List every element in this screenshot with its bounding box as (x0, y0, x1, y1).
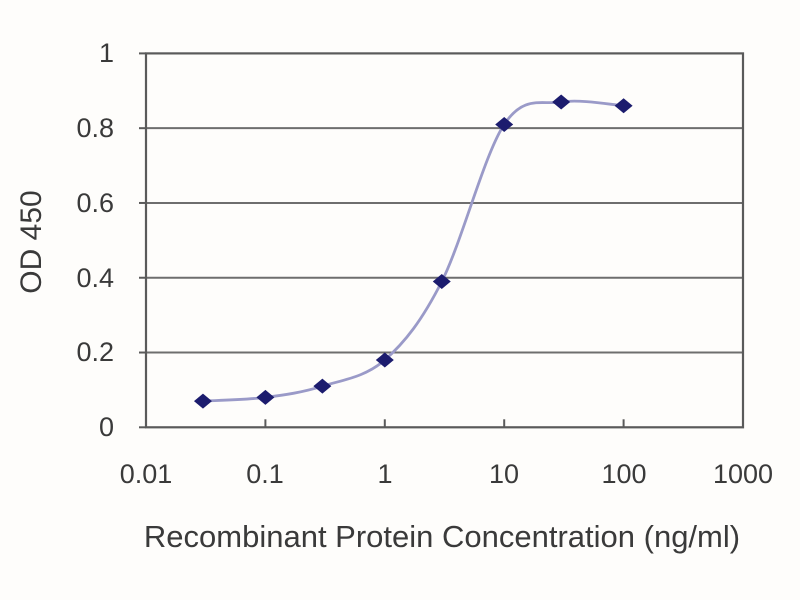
y-tick-label-0-2: 0.2 (76, 337, 114, 367)
y-tick-label-0-6: 0.6 (76, 188, 114, 218)
y-tick-label-0-4: 0.4 (76, 263, 114, 293)
x-tick-label-0-1: 0.1 (246, 459, 284, 489)
y-tick-label-0-8: 0.8 (76, 113, 114, 143)
x-tick-label-0-01: 0.01 (119, 459, 173, 489)
x-tick-label-10: 10 (488, 459, 520, 489)
x-tick-label-1000: 1000 (712, 459, 774, 489)
x-axis-title: Recombinant Protein Concentration (ng/ml… (143, 519, 741, 554)
y-tick-label-1: 1 (98, 38, 114, 68)
y-tick-label-0: 0 (98, 412, 114, 442)
x-tick-label-1: 1 (377, 459, 393, 489)
x-tick-label-100: 100 (601, 459, 647, 489)
y-axis-title: OD 450 (15, 190, 48, 294)
